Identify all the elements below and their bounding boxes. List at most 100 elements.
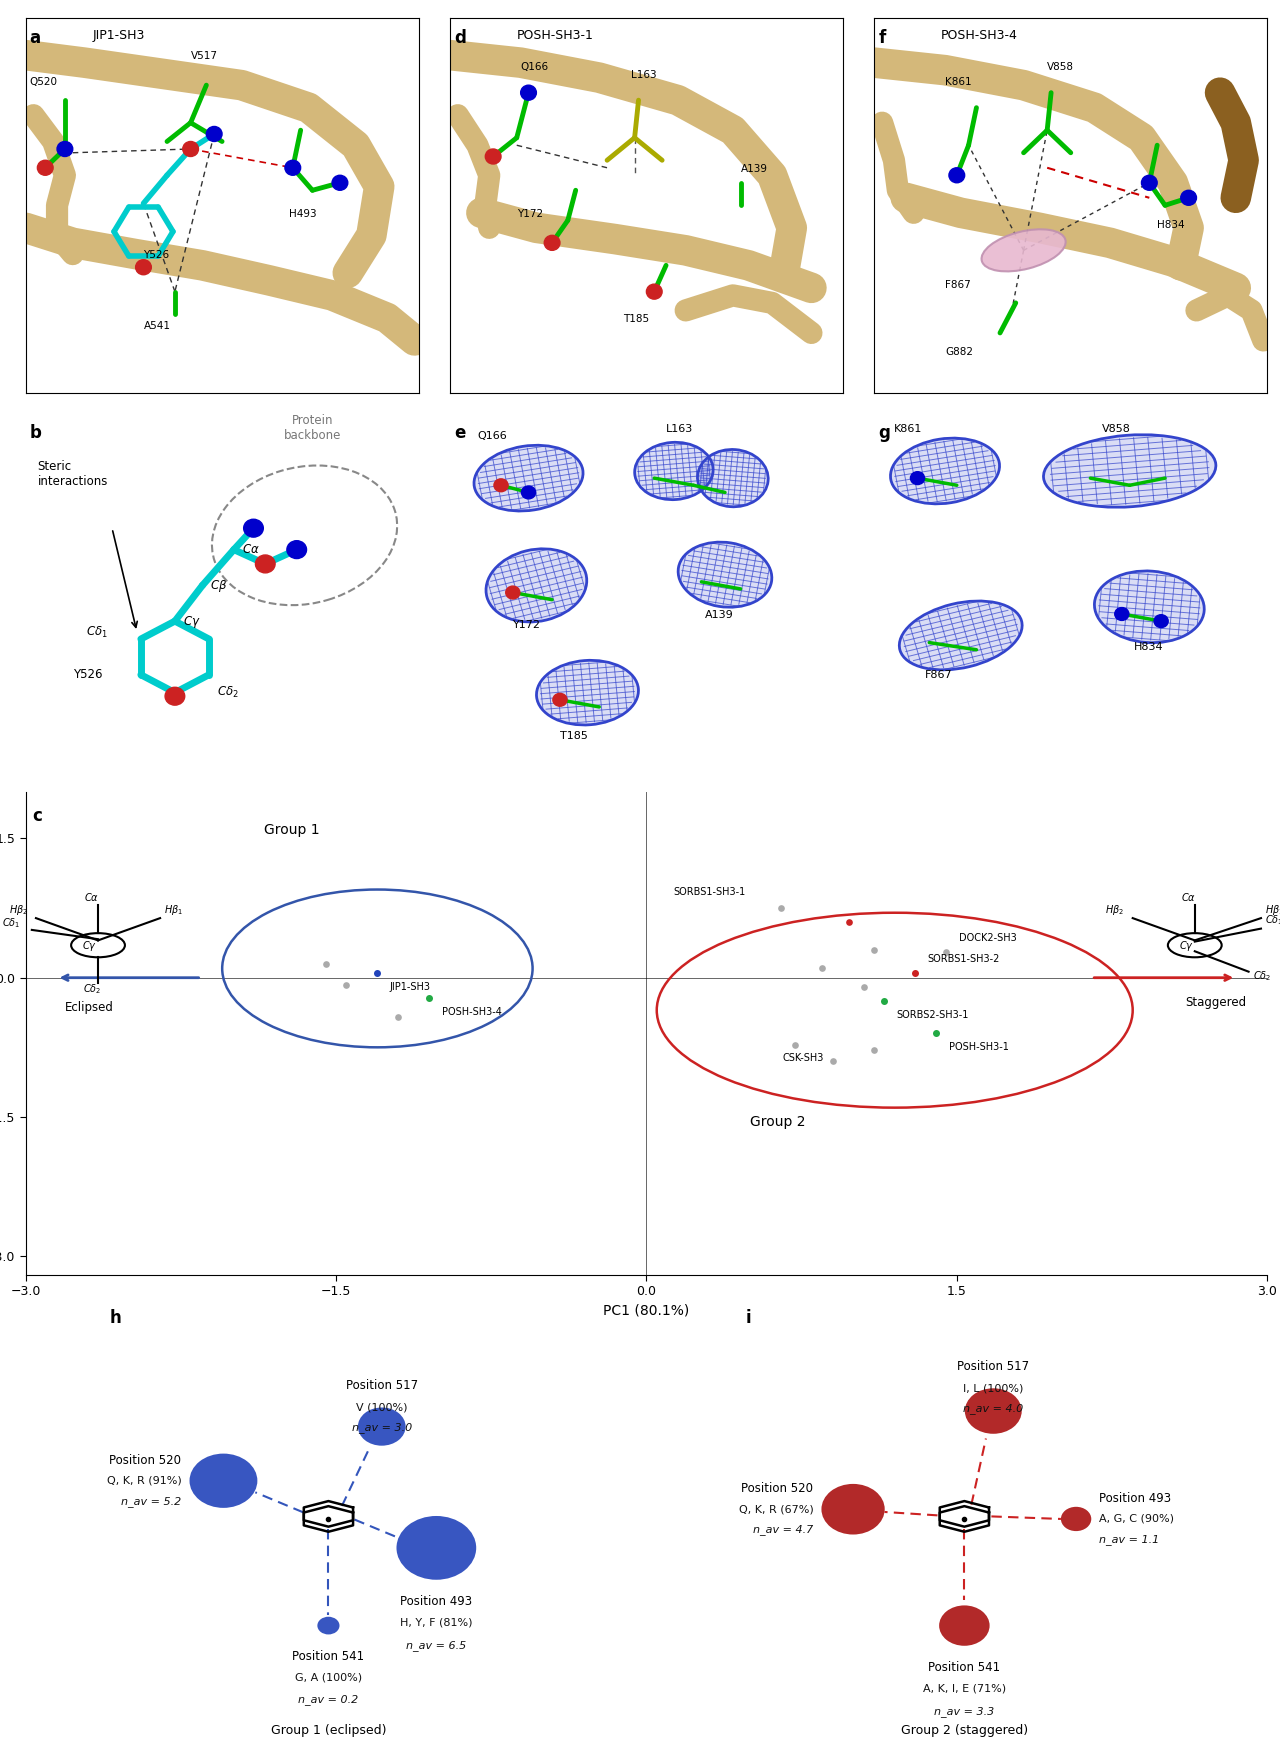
Circle shape <box>646 283 662 299</box>
Text: n_av = 0.2: n_av = 0.2 <box>298 1695 358 1705</box>
Text: n_av = 3.0: n_av = 3.0 <box>352 1422 412 1433</box>
Circle shape <box>287 540 306 558</box>
Circle shape <box>332 176 348 190</box>
Text: n_av = 1.1: n_av = 1.1 <box>1100 1533 1160 1545</box>
Text: Group 2 (staggered): Group 2 (staggered) <box>901 1725 1028 1737</box>
Text: n_av = 6.5: n_av = 6.5 <box>406 1640 466 1651</box>
Text: A, K, I, E (71%): A, K, I, E (71%) <box>923 1683 1006 1693</box>
Ellipse shape <box>940 1605 989 1646</box>
Ellipse shape <box>486 549 586 621</box>
Text: SORBS1-SH3-1: SORBS1-SH3-1 <box>673 887 745 898</box>
Text: V858: V858 <box>1047 62 1074 72</box>
Text: POSH-SH3-4: POSH-SH3-4 <box>442 1007 502 1017</box>
Ellipse shape <box>317 1617 339 1635</box>
Text: $H\beta_2$: $H\beta_2$ <box>9 903 28 917</box>
Text: H, Y, F (81%): H, Y, F (81%) <box>401 1617 472 1628</box>
Circle shape <box>285 160 301 176</box>
Text: b: b <box>29 424 41 442</box>
Ellipse shape <box>965 1389 1021 1434</box>
Ellipse shape <box>891 438 1000 503</box>
Circle shape <box>553 693 567 706</box>
Text: Staggered: Staggered <box>1185 996 1245 1008</box>
Circle shape <box>37 160 52 176</box>
Ellipse shape <box>635 442 713 500</box>
Text: n_av = 4.7: n_av = 4.7 <box>753 1524 813 1535</box>
Text: $C\delta_2$: $C\delta_2$ <box>1253 970 1271 982</box>
Circle shape <box>1115 607 1129 621</box>
Text: $C\delta_2$: $C\delta_2$ <box>83 982 101 996</box>
Ellipse shape <box>1094 570 1204 642</box>
Ellipse shape <box>536 660 639 725</box>
Ellipse shape <box>1061 1507 1092 1531</box>
Text: a: a <box>29 28 41 48</box>
Text: Position 541: Position 541 <box>292 1649 365 1663</box>
Text: $C\delta_1$: $C\delta_1$ <box>86 625 108 639</box>
Text: Q520: Q520 <box>29 77 58 88</box>
Circle shape <box>136 260 151 275</box>
Text: Q, K, R (91%): Q, K, R (91%) <box>106 1475 182 1485</box>
Text: n_av = 5.2: n_av = 5.2 <box>122 1496 182 1507</box>
Text: $H\beta_1$: $H\beta_1$ <box>164 903 183 917</box>
Text: SORBS2-SH3-1: SORBS2-SH3-1 <box>897 1010 969 1019</box>
Text: $C\gamma$: $C\gamma$ <box>183 614 201 630</box>
Circle shape <box>521 486 535 498</box>
Text: A139: A139 <box>705 609 735 620</box>
Circle shape <box>1155 614 1169 628</box>
Text: Group 1: Group 1 <box>264 824 319 836</box>
Text: Position 541: Position 541 <box>928 1661 1001 1674</box>
Circle shape <box>1180 190 1197 206</box>
Text: n_av = 4.0: n_av = 4.0 <box>963 1403 1024 1413</box>
Circle shape <box>256 554 275 572</box>
Text: Position 520: Position 520 <box>741 1482 813 1496</box>
Circle shape <box>485 150 500 164</box>
Text: I, L (100%): I, L (100%) <box>963 1383 1024 1394</box>
Text: F867: F867 <box>945 280 970 290</box>
Text: JIP1-SH3: JIP1-SH3 <box>390 982 431 993</box>
Text: Group 2: Group 2 <box>750 1116 805 1130</box>
Circle shape <box>165 686 184 706</box>
Ellipse shape <box>982 229 1066 271</box>
Text: g: g <box>878 424 890 442</box>
Text: Y172: Y172 <box>513 620 541 630</box>
Text: T185: T185 <box>559 730 588 741</box>
Text: Position 493: Position 493 <box>1100 1492 1171 1505</box>
Text: $C\alpha$: $C\alpha$ <box>1181 891 1196 903</box>
Text: POSH-SH3-1: POSH-SH3-1 <box>517 28 594 42</box>
Circle shape <box>243 519 264 537</box>
Text: A, G, C (90%): A, G, C (90%) <box>1100 1514 1175 1524</box>
Text: V858: V858 <box>1102 424 1132 433</box>
Circle shape <box>1142 176 1157 190</box>
Ellipse shape <box>1043 435 1216 507</box>
Text: $C\alpha$: $C\alpha$ <box>84 891 100 903</box>
Text: Y526: Y526 <box>73 669 102 681</box>
Text: $C\beta$: $C\beta$ <box>210 577 228 593</box>
Circle shape <box>183 141 198 157</box>
Text: F867: F867 <box>925 671 954 681</box>
Text: K861: K861 <box>893 424 923 433</box>
Text: Y526: Y526 <box>143 250 169 260</box>
Text: T185: T185 <box>623 313 649 324</box>
Text: f: f <box>878 28 886 48</box>
Text: $C\delta_1$: $C\delta_1$ <box>3 917 20 929</box>
Ellipse shape <box>474 445 584 510</box>
Circle shape <box>948 167 965 183</box>
Text: h: h <box>110 1309 122 1327</box>
Circle shape <box>494 479 508 491</box>
Circle shape <box>521 84 536 100</box>
Text: $C\gamma$: $C\gamma$ <box>1179 938 1194 952</box>
Text: Position 517: Position 517 <box>346 1380 417 1392</box>
Text: DOCK2-SH3: DOCK2-SH3 <box>959 933 1016 943</box>
Text: A541: A541 <box>143 320 170 331</box>
Ellipse shape <box>678 542 772 607</box>
Text: $H\beta_1$: $H\beta_1$ <box>1265 903 1280 917</box>
Circle shape <box>506 586 520 598</box>
Text: $C\alpha$: $C\alpha$ <box>242 544 260 556</box>
Text: V517: V517 <box>191 51 218 62</box>
Text: Q166: Q166 <box>477 431 507 440</box>
Circle shape <box>58 141 73 157</box>
Text: JIP1-SH3: JIP1-SH3 <box>92 28 145 42</box>
Text: Position 520: Position 520 <box>109 1454 182 1466</box>
Text: Q166: Q166 <box>521 62 549 72</box>
Text: H493: H493 <box>289 208 316 218</box>
Text: POSH-SH3-1: POSH-SH3-1 <box>948 1042 1009 1052</box>
